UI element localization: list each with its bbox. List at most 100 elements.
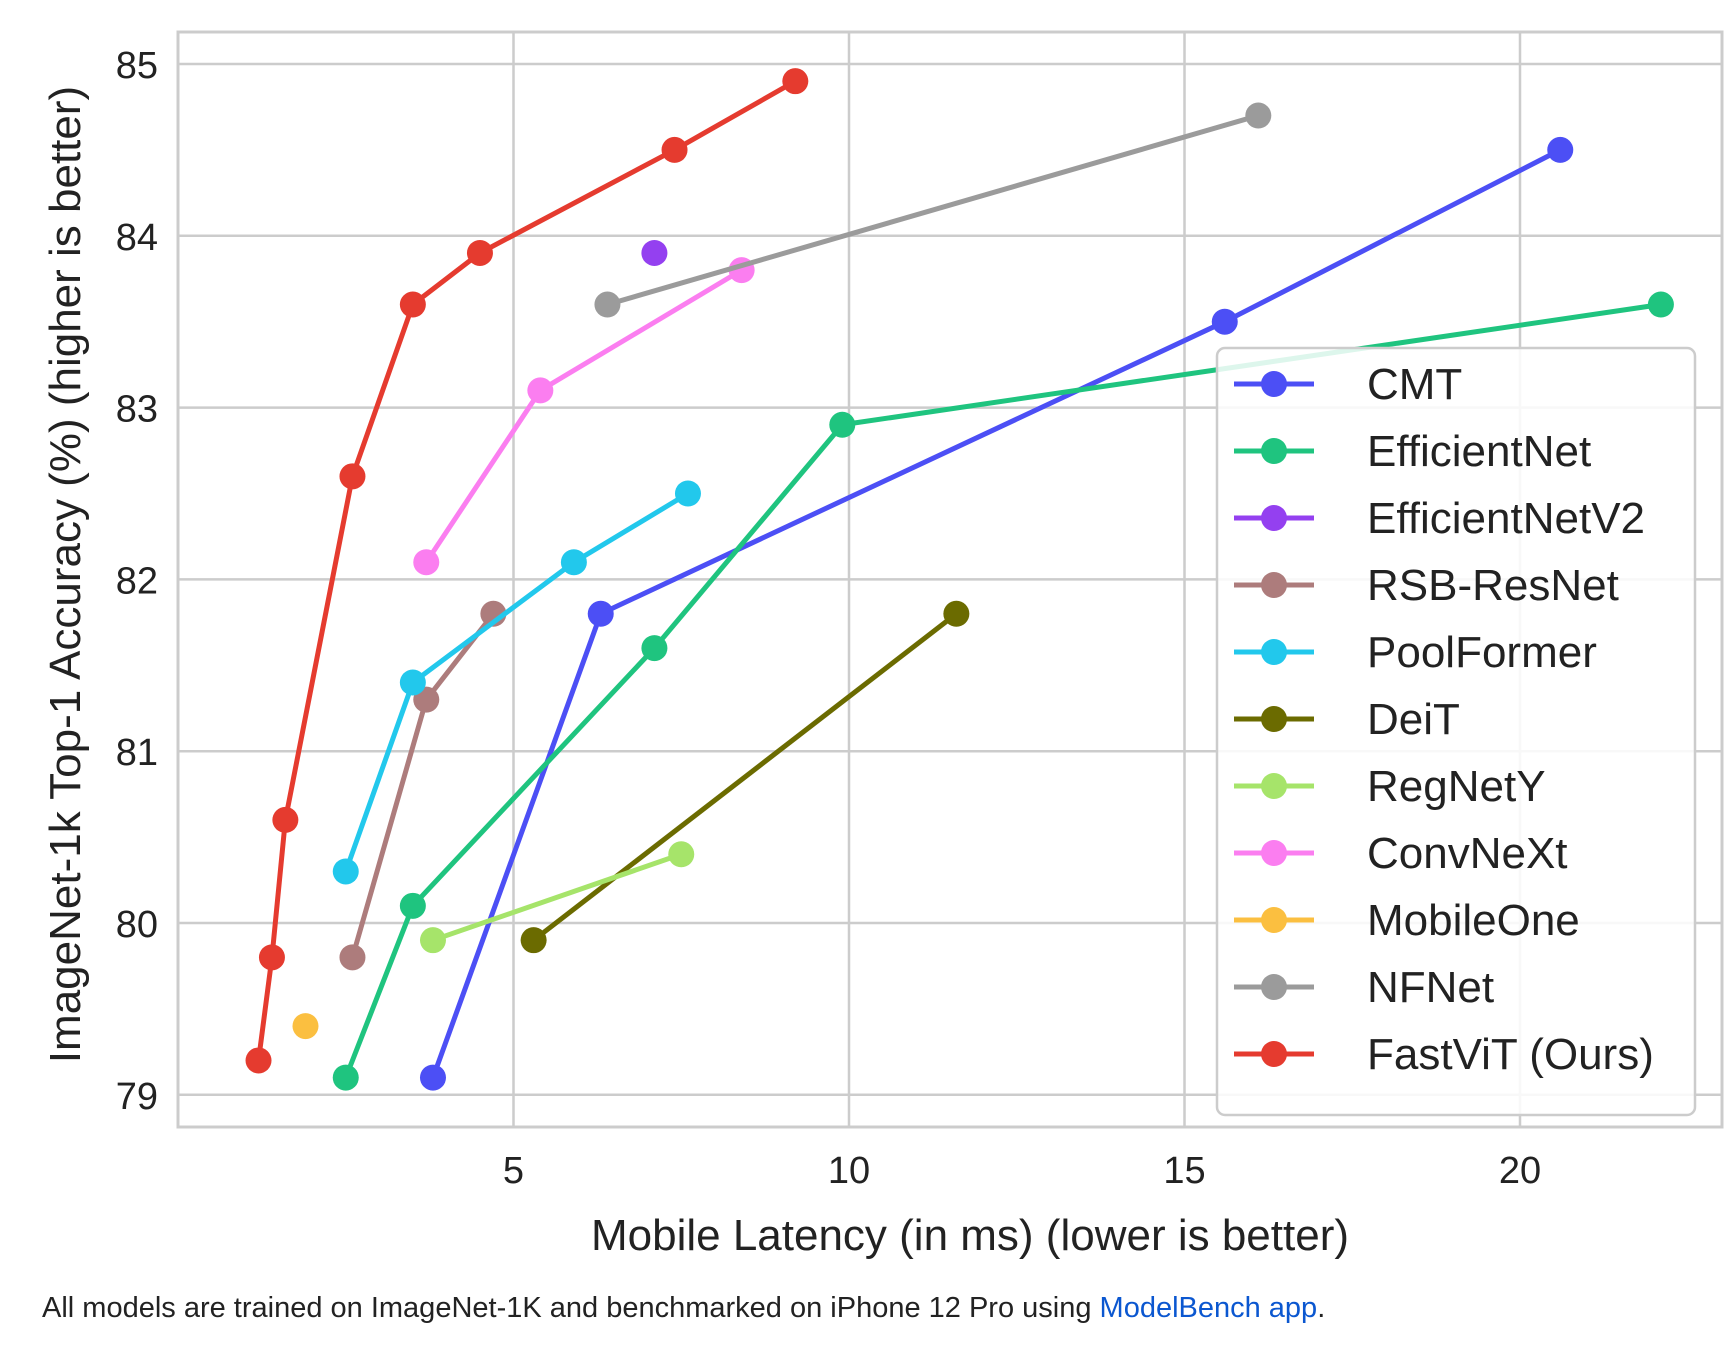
series-line (430, 147, 1562, 1079)
caption-suffix: . (1317, 1292, 1326, 1324)
data-point (399, 669, 426, 696)
data-point (419, 1064, 446, 1091)
series-efficientnetv2 (641, 239, 668, 266)
data-point (1245, 102, 1272, 129)
data-point (829, 411, 856, 438)
y-ticks: 79 80 81 82 83 84 85 (116, 45, 158, 1118)
data-point (413, 549, 440, 576)
data-point (292, 1013, 319, 1040)
data-point (332, 858, 359, 885)
legend-marker (1261, 974, 1287, 1000)
series-group (245, 68, 1674, 1091)
legend-marker (1261, 639, 1287, 665)
data-point (520, 927, 547, 954)
legend-item: ConvNeXt (1234, 829, 1568, 878)
data-point (272, 806, 299, 833)
series-regnety (419, 841, 695, 954)
data-point (1211, 308, 1238, 335)
series-line (432, 851, 683, 943)
series-line (343, 491, 690, 873)
series-line (256, 79, 797, 1061)
legend-item: MobileOne (1234, 896, 1580, 945)
y-tick-label: 80 (116, 904, 158, 946)
legend-marker (1261, 907, 1287, 933)
legend-box (1215, 346, 1697, 1117)
series-poolformer (332, 480, 701, 885)
data-point (258, 944, 285, 971)
data-point (1647, 291, 1674, 318)
x-tick-label: 15 (1163, 1150, 1205, 1192)
y-tick-label: 85 (116, 45, 158, 87)
series-convnext (413, 257, 755, 576)
legend-item: NFNet (1234, 963, 1494, 1012)
series-fastvit-ours (245, 68, 809, 1074)
series-mobileone (292, 1013, 319, 1040)
legend-item: DeiT (1234, 695, 1460, 744)
y-axis-label: ImageNet-1k Top-1 Accuracy (%) (higher i… (41, 86, 90, 1063)
x-axis-label: Mobile Latency (in ms) (lower is better) (591, 1211, 1349, 1260)
legend-item: RSB-ResNet (1234, 561, 1619, 610)
data-point (674, 480, 701, 507)
legend-label: FastViT (Ours) (1367, 1030, 1654, 1079)
data-point (399, 291, 426, 318)
series-line (532, 611, 958, 943)
y-tick-label: 79 (116, 1076, 158, 1118)
legend-item: PoolFormer (1234, 628, 1597, 677)
data-point (943, 600, 970, 627)
series-nfnet (594, 102, 1272, 318)
series-cmt (419, 136, 1574, 1091)
legend-label: MobileOne (1367, 896, 1580, 945)
data-point (587, 600, 614, 627)
latency-accuracy-chart: 79 80 81 82 83 84 85 5 10 15 20 CMT EfficientNet Ef… (41, 30, 1724, 1260)
data-point (661, 136, 688, 163)
legend-marker (1261, 505, 1287, 531)
data-point (782, 68, 809, 95)
data-point (641, 239, 668, 266)
y-tick-label: 81 (116, 732, 158, 774)
legend-label: EfficientNet (1367, 427, 1591, 476)
data-point (332, 1064, 359, 1091)
legend-marker (1261, 572, 1287, 598)
data-point (419, 927, 446, 954)
series-efficientnet (332, 291, 1674, 1091)
legend-marker (1261, 773, 1287, 799)
data-point (339, 944, 366, 971)
legend-marker (1261, 840, 1287, 866)
legend-label: NFNet (1367, 963, 1494, 1012)
legend-label: DeiT (1367, 695, 1460, 744)
caption-text: All models are trained on ImageNet-1K an… (42, 1292, 1100, 1324)
legend-item: FastViT (Ours) (1234, 1030, 1654, 1079)
legend-item: EfficientNet (1234, 427, 1591, 476)
data-point (641, 635, 668, 662)
data-point (527, 377, 554, 404)
data-point (466, 239, 493, 266)
legend-label: EfficientNetV2 (1367, 494, 1645, 543)
legend-marker (1261, 438, 1287, 464)
y-tick-label: 82 (116, 560, 158, 602)
legend-label: RSB-ResNet (1367, 561, 1619, 610)
legend-label: RegNetY (1367, 762, 1546, 811)
data-point (399, 892, 426, 919)
legend-label: CMT (1367, 360, 1462, 409)
legend-marker (1261, 371, 1287, 397)
legend-item: CMT (1234, 360, 1462, 409)
series-deit (520, 600, 970, 954)
data-point (560, 549, 587, 576)
modelbench-link[interactable]: ModelBench app (1099, 1292, 1318, 1324)
plot-frame (176, 30, 1724, 1129)
data-point (339, 463, 366, 490)
data-point (1547, 136, 1574, 163)
legend-label: ConvNeXt (1367, 829, 1568, 878)
data-point (245, 1047, 272, 1074)
legend-marker (1261, 706, 1287, 732)
x-tick-label: 5 (503, 1150, 524, 1192)
legend-item: EfficientNetV2 (1234, 494, 1645, 543)
legend-item: RegNetY (1234, 762, 1546, 811)
legend-marker (1261, 1041, 1287, 1067)
x-tick-label: 10 (828, 1150, 870, 1192)
legend: CMT EfficientNet EfficientNetV2 RSB-ResNet P… (1215, 346, 1697, 1117)
data-point (668, 841, 695, 868)
x-ticks: 5 10 15 20 (503, 1150, 1541, 1192)
legend-label: PoolFormer (1367, 628, 1597, 677)
series-line (606, 113, 1260, 307)
